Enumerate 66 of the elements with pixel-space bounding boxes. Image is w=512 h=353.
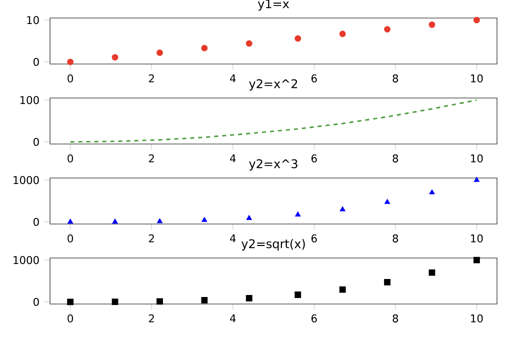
- point: [473, 16, 480, 24]
- x-tick-label: 10: [471, 74, 483, 82]
- x-tick-label: 0: [68, 314, 74, 322]
- x-tick-label: 2: [148, 234, 154, 242]
- x-tick-label: 4: [230, 314, 236, 322]
- point: [474, 176, 480, 182]
- x-tick-label: 10: [471, 154, 483, 162]
- x-tick-label: 2: [148, 154, 154, 162]
- point: [201, 44, 208, 52]
- x-tick-label: 10: [471, 234, 483, 242]
- x-tick-label: 4: [230, 154, 236, 162]
- point: [295, 212, 301, 216]
- x-tick-label: 0: [68, 234, 74, 242]
- point: [112, 218, 118, 224]
- point: [384, 199, 390, 204]
- point: [384, 26, 390, 32]
- point: [156, 218, 163, 224]
- point: [339, 286, 346, 293]
- point: [67, 298, 74, 306]
- point: [428, 269, 436, 276]
- point: [294, 35, 302, 42]
- x-tick-label: 10: [471, 314, 483, 322]
- y-tick-label: 0: [34, 138, 39, 146]
- x-tick-label: 8: [392, 314, 398, 322]
- point: [156, 298, 163, 305]
- y-tick-label: 1000: [14, 176, 39, 184]
- point: [201, 296, 208, 304]
- x-tick-label: 8: [392, 74, 398, 82]
- x-tick-label: 2: [148, 74, 154, 82]
- point: [384, 278, 390, 286]
- chart-title: y2=x^3: [249, 159, 298, 171]
- y-tick-label: 10: [27, 16, 39, 24]
- y-tick-label: 100: [20, 96, 39, 104]
- point: [339, 30, 346, 38]
- x-tick-label: 2: [148, 314, 154, 322]
- point: [246, 40, 252, 47]
- x-tick-label: 6: [311, 74, 317, 82]
- point: [294, 292, 302, 298]
- point: [156, 49, 163, 56]
- x-tick-label: 0: [68, 154, 74, 162]
- point: [473, 256, 480, 264]
- point: [340, 206, 346, 212]
- x-tick-label: 4: [230, 74, 236, 82]
- x-tick-label: 0: [68, 74, 74, 82]
- point: [428, 21, 436, 28]
- point: [112, 54, 118, 61]
- point: [246, 215, 252, 220]
- point: [67, 58, 74, 66]
- chart-title: y2=sqrt(x): [241, 238, 305, 251]
- y-tick-label: 1000: [14, 256, 39, 264]
- line-series: [70, 99, 478, 143]
- point: [112, 298, 118, 306]
- y-tick-label: 0: [34, 298, 39, 306]
- y-tick-label: 0: [34, 58, 39, 66]
- point: [68, 218, 74, 224]
- point: [202, 216, 208, 222]
- point: [246, 295, 252, 302]
- x-tick-label: 6: [311, 234, 317, 242]
- x-tick-label: 4: [230, 234, 236, 242]
- x-tick-label: 8: [392, 154, 398, 162]
- x-tick-label: 8: [392, 234, 398, 242]
- x-tick-label: 6: [311, 154, 317, 162]
- point: [429, 189, 435, 194]
- x-tick-label: 6: [311, 314, 317, 322]
- chart-title: y2=x^2: [249, 79, 298, 91]
- y-tick-label: 0: [34, 218, 39, 226]
